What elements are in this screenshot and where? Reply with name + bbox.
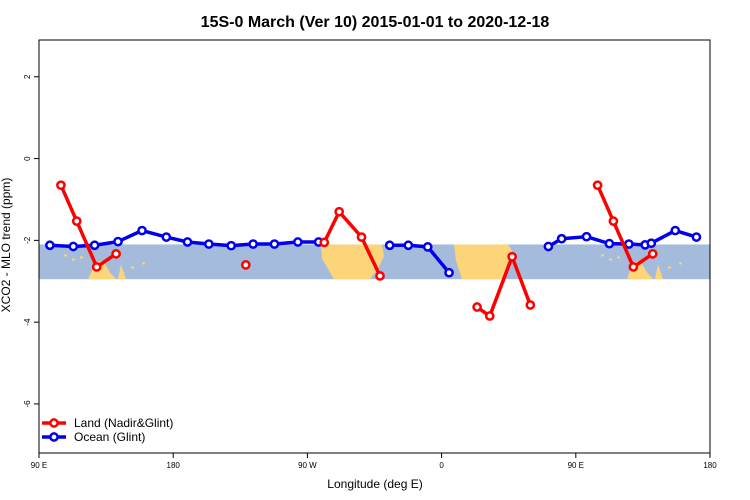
land-point [319, 237, 330, 248]
land-point [472, 302, 482, 312]
ocean-point [269, 239, 280, 249]
ocean-point [403, 240, 414, 251]
ocean-point [624, 239, 634, 249]
y-tick-label: -2 [23, 236, 32, 244]
island-9 [668, 266, 671, 269]
land-point [507, 251, 517, 262]
x-tick-label: 90 E [568, 461, 584, 470]
ocean-point [226, 240, 237, 251]
land-point [91, 262, 102, 272]
land-point [356, 232, 367, 242]
ocean-point [543, 241, 554, 252]
ocean-point [604, 238, 615, 249]
ocean-point [556, 233, 567, 244]
land-point [71, 216, 82, 226]
x-tick-label: 0 [439, 461, 444, 470]
x-axis-title: Longitude (deg E) [327, 477, 422, 491]
ocean-point [293, 237, 303, 247]
chart-title: 15S-0 March (Ver 10) 2015-01-01 to 2020-… [201, 14, 550, 31]
island-10 [679, 262, 682, 265]
ocean-point [182, 237, 193, 247]
land-mass-6 [655, 264, 663, 280]
ocean-point [670, 225, 681, 236]
land-point [240, 260, 251, 270]
x-tick-label: 180 [703, 461, 717, 470]
ocean-point [45, 240, 55, 251]
island-5 [142, 262, 145, 265]
ocean-point [384, 240, 395, 251]
land-point [375, 271, 385, 281]
ocean-point [137, 225, 147, 236]
island-4 [131, 266, 134, 269]
land-point [56, 180, 66, 191]
ocean-point [248, 239, 258, 249]
legend: Land (Nadir&Glint)Ocean (Glint) [42, 416, 173, 444]
ocean-point [113, 236, 123, 247]
legend-land-marker [49, 418, 59, 428]
land-point [647, 249, 658, 259]
ocean-point [581, 231, 592, 242]
y-tick-label: -6 [23, 400, 32, 408]
legend-ocean-label: Ocean (Glint) [74, 430, 145, 444]
legend-ocean-marker [49, 432, 59, 442]
y-tick-label: -4 [23, 318, 32, 326]
y-axis-title: XCO2 - MLO trend (ppm) [0, 178, 13, 313]
x-tick-label: 90 W [298, 461, 317, 470]
land-series-line [59, 184, 118, 269]
land-series-line [322, 209, 382, 277]
land-point [628, 262, 639, 272]
island-8 [617, 256, 620, 259]
land-mass-4 [454, 244, 512, 280]
axes: 90 E 180 90 W 0 90 E 180 2 0 -2 -4 -6 [23, 39, 717, 470]
land-point [111, 249, 121, 259]
island-6 [601, 254, 604, 257]
series-layer [45, 180, 702, 321]
island-1 [64, 254, 67, 257]
ocean-series-line [389, 243, 451, 274]
ocean-point [691, 232, 702, 242]
x-tick-label: 90 E [31, 461, 47, 470]
plot-frame [38, 39, 711, 454]
island-3 [80, 256, 83, 259]
x-tick-label: 180 [167, 461, 181, 470]
ocean-point [68, 241, 79, 252]
y-tick-label: 2 [23, 74, 32, 79]
land-point [334, 206, 345, 217]
land-point [525, 300, 536, 310]
land-point [592, 180, 603, 191]
latitude-band [39, 244, 710, 280]
legend-land-label: Land (Nadir&Glint) [74, 416, 173, 430]
ocean-point [444, 267, 454, 278]
ocean-point [422, 242, 433, 252]
ocean-point [161, 232, 172, 242]
land-point [608, 216, 619, 226]
ocean-point [203, 239, 214, 249]
land-series-line [595, 184, 654, 269]
ocean-point [646, 238, 657, 249]
land-series-line [476, 254, 532, 318]
y-tick-label: 0 [23, 156, 32, 161]
land-mass-2 [118, 264, 126, 280]
island-2 [72, 258, 75, 261]
island-7 [609, 258, 612, 261]
land-point [484, 311, 495, 321]
ocean-point [89, 240, 100, 251]
